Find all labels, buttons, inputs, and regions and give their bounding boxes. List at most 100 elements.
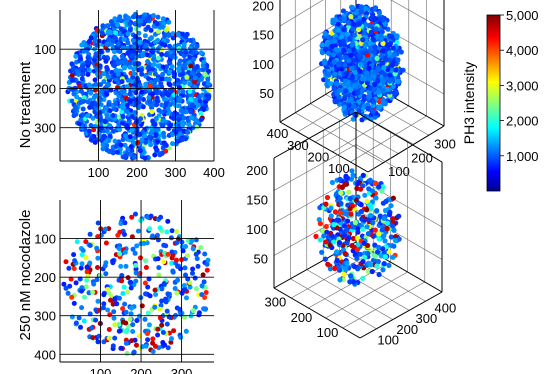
scatter-point — [124, 102, 130, 108]
scatter-point — [113, 30, 119, 36]
scatter-point — [157, 306, 163, 312]
scatter-point — [149, 109, 155, 115]
scatter-point — [182, 64, 188, 70]
scatter-point — [331, 59, 337, 65]
scatter-point — [147, 99, 153, 105]
grid-line — [310, 103, 399, 154]
scatter-point — [112, 296, 118, 302]
scatter-point — [90, 289, 96, 295]
scatter-point — [185, 276, 191, 282]
scatter-point — [63, 259, 69, 265]
scatter-point — [379, 227, 385, 233]
scatter-point — [378, 37, 384, 43]
scatter-point — [373, 26, 379, 32]
scatter-point — [164, 321, 170, 327]
scatter-point — [147, 83, 153, 89]
scatter-point — [113, 35, 118, 41]
y-tick-label: 100 — [34, 232, 56, 247]
scatter-point — [370, 108, 376, 114]
scatter-point — [86, 290, 92, 296]
scatter-point — [132, 250, 138, 256]
scatter-point — [383, 198, 389, 204]
scatter-point — [85, 71, 91, 77]
scatter-point — [373, 180, 379, 186]
scatter-point — [95, 255, 101, 261]
scatter-point — [120, 114, 126, 119]
scatter-point — [153, 292, 159, 297]
scatter-point — [143, 81, 149, 87]
scatter-point — [192, 84, 198, 90]
scatter-point — [382, 55, 388, 62]
scatter-point — [348, 273, 354, 279]
scatter-point — [317, 221, 323, 227]
colorbar-tick-label: 1,000 — [506, 149, 539, 164]
scatter-point — [163, 296, 168, 302]
scatter-point — [122, 142, 128, 148]
scatter-point — [127, 99, 133, 105]
scatter-point — [125, 289, 130, 295]
scatter-point — [112, 322, 118, 328]
scatter-point — [122, 249, 128, 255]
scatter-point — [361, 240, 367, 246]
scatter-point — [163, 52, 169, 58]
scatter-point — [81, 48, 87, 54]
scatter-point — [349, 74, 355, 80]
scatter-point — [140, 104, 146, 110]
scatter-point — [335, 21, 341, 27]
scatter-point — [79, 252, 85, 258]
scatter-point — [380, 60, 386, 66]
scatter-point — [183, 272, 188, 278]
scatter-point — [343, 109, 349, 115]
scatter-point — [187, 54, 193, 60]
scatter-point — [177, 96, 182, 102]
scatter-point — [386, 50, 393, 56]
scatter-point — [327, 81, 333, 87]
scatter-point — [155, 29, 161, 34]
scatter-point — [347, 196, 353, 202]
scatter-point — [170, 141, 175, 147]
scatter-point — [174, 229, 180, 235]
scatter-point — [201, 107, 207, 113]
x-tick-label: 100 — [388, 164, 410, 179]
scatter-point — [95, 27, 100, 33]
scatter-point — [187, 89, 193, 94]
scatter-point — [130, 53, 136, 59]
scatter-point — [95, 298, 101, 304]
scatter-point — [380, 48, 386, 54]
scatter-point — [82, 294, 87, 300]
scatter-point — [321, 233, 327, 239]
scatter-point — [159, 298, 165, 304]
scatter-point — [155, 55, 161, 61]
scatter-point — [203, 290, 209, 295]
scatter-point — [170, 269, 176, 275]
scatter-point — [369, 268, 375, 275]
scatter-point — [365, 268, 371, 274]
scatter-point — [106, 335, 112, 341]
scatter-point — [123, 60, 129, 66]
scatter-point — [346, 189, 352, 195]
scatter-point — [169, 260, 175, 266]
scatter-point — [364, 198, 370, 204]
scatter-point — [131, 44, 137, 50]
scatter-point — [170, 115, 176, 121]
scatter-point — [148, 213, 154, 219]
scatter-point — [360, 259, 366, 265]
z-tick-label: 150 — [252, 28, 274, 43]
scatter-point — [128, 144, 134, 149]
scatter-point — [190, 308, 196, 314]
scatter-point — [341, 232, 347, 238]
scatter-point — [104, 23, 110, 29]
x-tick-label: 300 — [415, 311, 437, 326]
scatter-point — [125, 275, 131, 281]
scatter-point — [106, 82, 112, 88]
scatter-point — [123, 309, 129, 315]
x-tick-label: 200 — [411, 150, 433, 165]
x-tick-label: 300 — [171, 366, 193, 374]
scatter-point — [194, 124, 200, 130]
scatter-point — [69, 294, 75, 300]
scatter-point — [376, 231, 382, 237]
scatter-point — [79, 76, 85, 82]
scatter-point — [340, 8, 347, 14]
scatter-point — [398, 49, 404, 55]
scatter-point — [188, 109, 194, 115]
